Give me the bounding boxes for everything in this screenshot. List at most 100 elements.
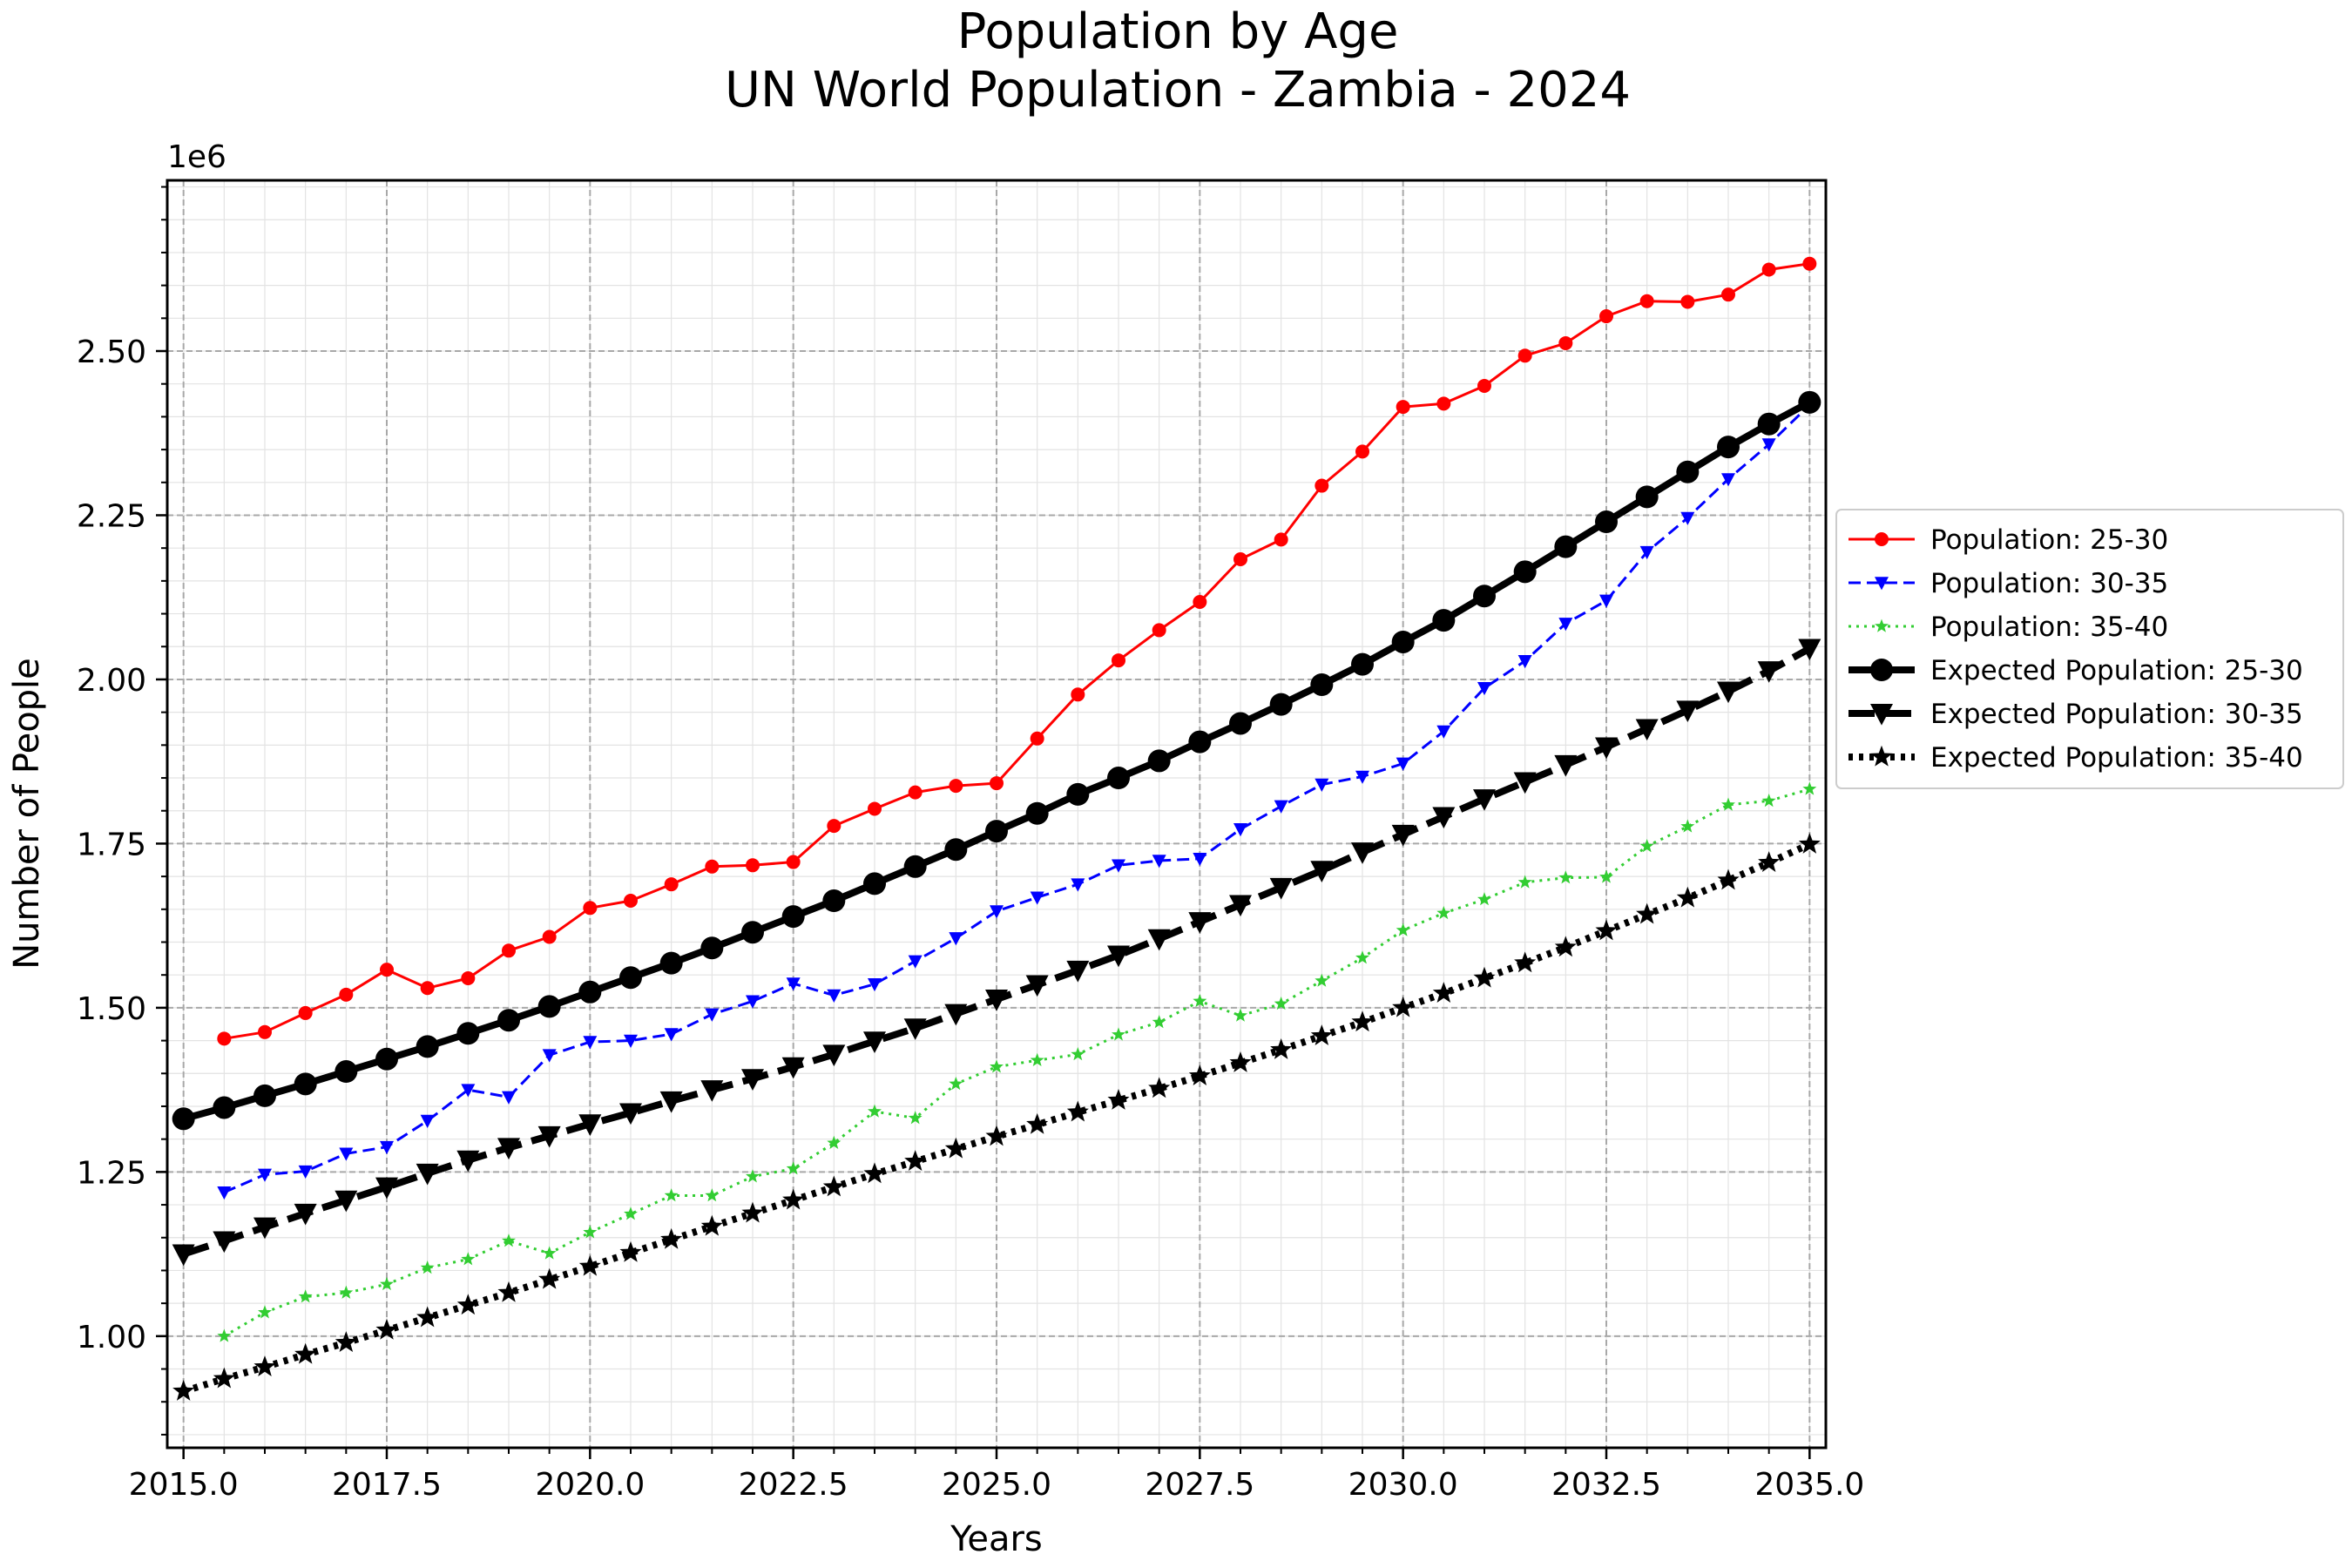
- data-point: [903, 1018, 927, 1040]
- data-point: [944, 838, 968, 862]
- data-point: [1351, 1010, 1374, 1032]
- data-point: [1517, 348, 1532, 363]
- data-point: [578, 1254, 601, 1276]
- data-point: [583, 1225, 598, 1239]
- data-point: [1676, 886, 1699, 908]
- data-point: [1229, 712, 1252, 735]
- data-point: [746, 858, 760, 873]
- data-point: [1112, 859, 1125, 873]
- data-point: [1274, 532, 1288, 547]
- data-point: [172, 1107, 195, 1131]
- data-point: [1599, 309, 1613, 324]
- data-point: [1680, 819, 1695, 833]
- data-point: [1717, 868, 1740, 890]
- data-point: [1798, 390, 1821, 414]
- legend-entry: Expected Population: 35-40: [1848, 742, 2303, 774]
- data-point: [990, 905, 1004, 919]
- data-point: [664, 1188, 679, 1202]
- data-point: [619, 966, 642, 990]
- series-1: [217, 256, 1817, 1046]
- data-point: [298, 1165, 313, 1179]
- data-point: [782, 1188, 805, 1210]
- data-point: [1315, 478, 1329, 493]
- data-point: [1026, 1112, 1049, 1134]
- data-point: [949, 932, 963, 946]
- data-point: [1599, 869, 1613, 883]
- data-point: [1477, 681, 1491, 696]
- data-point: [1233, 551, 1247, 566]
- y-tick-label: 1.25: [77, 1155, 146, 1191]
- data-point: [1758, 851, 1781, 872]
- data-point: [1721, 797, 1735, 811]
- data-point: [416, 1035, 439, 1058]
- data-point: [1233, 823, 1247, 837]
- data-point: [741, 921, 764, 944]
- data-point: [1798, 639, 1821, 661]
- data-point: [908, 1111, 923, 1125]
- data-point: [1188, 730, 1212, 754]
- legend-marker: [1870, 745, 1893, 767]
- legend-entry: Expected Population: 30-35: [1848, 699, 2303, 730]
- data-point: [985, 820, 1008, 843]
- data-point: [461, 1252, 476, 1266]
- data-point: [1761, 794, 1776, 808]
- x-tick-label: 2030.0: [1348, 1467, 1458, 1503]
- data-point: [416, 1306, 439, 1328]
- data-point: [339, 987, 354, 1002]
- data-point: [456, 1022, 480, 1045]
- data-point: [700, 1080, 724, 1102]
- data-point: [863, 872, 886, 896]
- legend: Population: 25-30 Population: 30-35 Popula…: [1835, 509, 2344, 789]
- data-point: [1310, 672, 1334, 696]
- data-point: [1030, 1052, 1044, 1066]
- legend-entry: Expected Population: 25-30: [1848, 655, 2303, 686]
- data-point: [1761, 438, 1776, 452]
- data-point: [1229, 1051, 1252, 1072]
- data-point: [1193, 993, 1207, 1008]
- data-point: [1554, 754, 1578, 777]
- data-point: [1477, 892, 1491, 906]
- data-point: [863, 1031, 886, 1053]
- data-point: [944, 1137, 967, 1159]
- data-point: [375, 1318, 398, 1340]
- data-point: [1717, 681, 1740, 704]
- data-point: [1233, 1008, 1247, 1022]
- legend-entry: Population: 35-40: [1848, 612, 2168, 643]
- x-tick-label: 2017.5: [332, 1467, 442, 1503]
- data-point: [1355, 770, 1369, 784]
- data-point: [1391, 824, 1415, 847]
- data-point: [1680, 511, 1695, 525]
- data-point: [1595, 919, 1618, 941]
- data-point: [822, 1044, 846, 1067]
- data-point: [949, 1076, 963, 1091]
- data-point: [461, 1084, 476, 1098]
- data-point: [664, 877, 679, 892]
- data-point: [822, 889, 846, 913]
- data-point: [1229, 895, 1252, 917]
- data-point: [1071, 1047, 1085, 1061]
- series-line: [182, 841, 1811, 1396]
- data-point: [339, 1285, 354, 1299]
- data-point: [619, 1240, 642, 1262]
- data-point: [1717, 436, 1740, 459]
- data-point: [1188, 1064, 1211, 1085]
- data-point: [502, 943, 516, 958]
- data-point: [542, 929, 557, 944]
- grid: [167, 180, 1826, 1448]
- data-point: [1554, 535, 1578, 558]
- data-point: [1351, 652, 1374, 676]
- data-point: [1639, 545, 1654, 560]
- data-point: [502, 1233, 516, 1247]
- data-point: [258, 1024, 272, 1039]
- data-point: [908, 955, 923, 969]
- data-point: [1798, 832, 1821, 854]
- legend-label: Population: 30-35: [1930, 568, 2168, 599]
- data-point: [786, 1161, 801, 1175]
- data-point: [746, 1169, 760, 1183]
- data-point: [253, 1084, 276, 1107]
- data-point: [502, 1091, 516, 1105]
- data-point: [217, 1328, 232, 1342]
- chart-subtitle: UN World Population - Zambia - 2024: [725, 62, 1631, 118]
- data-point: [1066, 1100, 1089, 1122]
